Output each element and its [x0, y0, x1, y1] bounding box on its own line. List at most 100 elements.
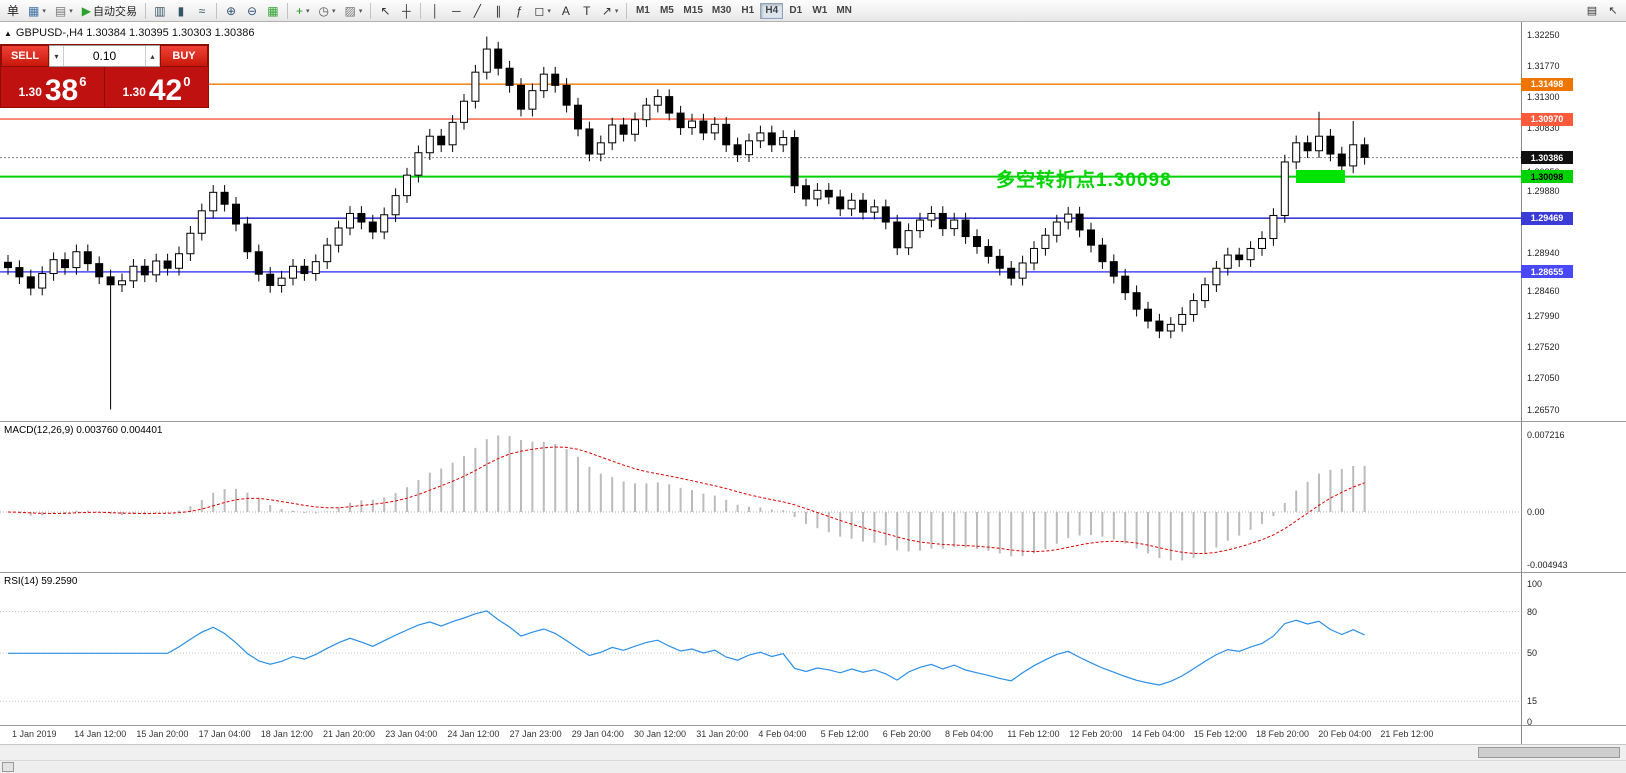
candlestick-chart-icon[interactable]: ▮ — [177, 3, 185, 18]
zoom-in-icon[interactable]: ⊕ — [225, 3, 236, 18]
time-axis-label: 17 Jan 04:00 — [198, 729, 251, 739]
timeframe-m5[interactable]: M5 — [659, 5, 674, 16]
new-chart-icon[interactable]: ▦ ▾ — [28, 3, 46, 18]
autotrading-button[interactable]: ▶ 自动交易 — [81, 3, 137, 18]
timeframe-m15[interactable]: M15 — [683, 5, 703, 16]
panel-separator[interactable] — [0, 421, 1626, 422]
symbol-title: ▲ GBPUSD-,H4 1.30384 1.30395 1.30303 1.3… — [4, 27, 254, 39]
rsi-axis-label: 15 — [1527, 696, 1538, 707]
price-axis-label: 1.28460 — [1527, 285, 1560, 296]
price-axis-label: 1.27050 — [1527, 372, 1560, 383]
timeframe-h4[interactable]: H4 — [760, 2, 784, 19]
macd-label: MACD(12,26,9) 0.003760 0.004401 — [4, 425, 163, 436]
sell-price-sup: 6 — [79, 74, 87, 89]
arrows-icon[interactable]: ↗ ▾ — [601, 3, 619, 18]
cursor-icon[interactable]: ↖ — [380, 3, 391, 18]
price-divider — [104, 67, 105, 107]
timeframe-h1[interactable]: H1 — [741, 5, 755, 16]
time-axis-label: 6 Feb 20:00 — [882, 729, 931, 739]
horizontal-scrollbar[interactable] — [0, 744, 1626, 760]
collapse-arrow-icon[interactable]: ▲ — [4, 28, 12, 38]
bar-chart-icon[interactable]: ▥ — [154, 3, 166, 18]
timeframe-w1[interactable]: W1 — [812, 5, 828, 16]
buy-price-display[interactable]: 1.30 42 0 — [105, 67, 208, 107]
trendline-icon[interactable]: ╱ — [473, 3, 481, 18]
timeframe-m1[interactable]: M1 — [635, 5, 650, 16]
sell-price-big: 38 — [44, 73, 79, 107]
line-chart-icon[interactable]: ≈ — [198, 3, 206, 18]
price-axis-label: 1.29880 — [1527, 186, 1560, 196]
buy-button[interactable]: BUY — [160, 45, 208, 67]
volume-up-icon[interactable]: ▴ — [145, 46, 160, 66]
rsi-label: RSI(14) 59.2590 — [4, 576, 78, 587]
symbol-ohlc-text: GBPUSD-,H4 1.30384 1.30395 1.30303 1.303… — [15, 27, 255, 39]
chart-plot[interactable] — [0, 22, 1521, 745]
text-label-icon[interactable]: A — [561, 3, 570, 18]
mouse-pointer-icon[interactable]: ↖ — [1608, 5, 1618, 17]
tile-windows-icon[interactable]: ▦ — [267, 3, 279, 18]
time-axis-label: 15 Feb 12:00 — [1193, 729, 1247, 739]
rsi-axis-label: 100 — [1527, 579, 1543, 589]
one-click-trading-panel: SELL ▾ 0.10 ▴ BUY 1.30 38 6 1.30 42 0 — [0, 44, 209, 108]
time-axis-label: 27 Jan 23:00 — [509, 729, 562, 739]
volume-down-icon[interactable]: ▾ — [49, 46, 64, 66]
zoom-out-icon[interactable]: ⊖ — [246, 3, 257, 18]
data-window-icon[interactable]: ▤ — [1586, 5, 1598, 17]
turning-point-annotation[interactable]: 多空转折点1.30098 — [996, 170, 1172, 191]
horizontal-line-icon[interactable]: ─ — [452, 3, 461, 18]
rsi-axis-label: 50 — [1527, 648, 1538, 658]
panel-separator — [0, 725, 1626, 726]
price-tag: 1.29469 — [1521, 211, 1573, 225]
price-axis-label: 1.26570 — [1527, 404, 1560, 415]
time-axis-label: 21 Jan 20:00 — [323, 729, 376, 739]
timeframe-d1[interactable]: D1 — [789, 5, 803, 16]
status-bar — [0, 760, 1626, 773]
crosshair-icon[interactable]: ┼ — [402, 3, 411, 18]
price-tag: 1.28655 — [1521, 265, 1573, 279]
buy-price-small: 1.30 — [122, 85, 146, 99]
time-axis-label: 31 Jan 20:00 — [696, 729, 749, 739]
indicators-icon[interactable]: + ▾ — [295, 3, 310, 18]
scrollbar-thumb[interactable] — [1478, 747, 1620, 758]
time-axis-label: 20 Feb 04:00 — [1318, 729, 1372, 739]
time-axis[interactable]: 1 Jan 2019 14 Jan 12:00 15 Jan 20:00 17 Jan… — [0, 726, 1521, 743]
time-axis-label: 1 Jan 2019 — [12, 729, 57, 739]
time-axis-label: 18 Jan 12:00 — [260, 729, 313, 739]
time-axis-label: 8 Feb 04:00 — [945, 729, 994, 739]
highlight-box[interactable] — [1296, 170, 1345, 183]
sell-price-display[interactable]: 1.30 38 6 — [1, 67, 104, 107]
profiles-icon[interactable]: ▤ ▾ — [54, 3, 73, 18]
toolbar-separator — [626, 2, 628, 19]
sell-button[interactable]: SELL — [1, 45, 49, 67]
panel-separator[interactable] — [0, 572, 1626, 573]
time-axis-label: 29 Jan 04:00 — [571, 729, 624, 739]
shapes-icon[interactable]: ◻ ▾ — [534, 3, 551, 18]
timeframe-m30[interactable]: M30 — [711, 5, 732, 16]
rsi-axis-label: 80 — [1527, 606, 1538, 617]
rsi-axis-label: 0 — [1527, 717, 1533, 727]
macd-axis-label: 0.007216 — [1527, 429, 1565, 440]
volume-stepper[interactable]: ▾ 0.10 ▴ — [49, 45, 160, 67]
price-axis-label: 1.27990 — [1527, 310, 1560, 321]
price-axis-label: 1.28940 — [1527, 248, 1560, 259]
quick-nav-box[interactable] — [2, 762, 14, 772]
time-axis-label: 24 Jan 12:00 — [447, 729, 500, 739]
channel-icon[interactable]: ∥ — [495, 3, 502, 18]
vertical-line-icon[interactable]: │ — [431, 3, 440, 18]
price-tag: 1.30386 — [1521, 151, 1573, 165]
new-order-button[interactable]: 单 — [7, 3, 20, 18]
time-axis-label: 21 Feb 12:00 — [1380, 729, 1434, 739]
buy-price-sup: 0 — [183, 74, 191, 89]
price-axis-label: 1.27520 — [1527, 341, 1560, 352]
price-tag: 1.31498 — [1521, 77, 1573, 91]
periods-icon[interactable]: ◷ ▾ — [318, 3, 336, 18]
toolbar-separator — [286, 2, 288, 19]
timeframe-mn[interactable]: MN — [836, 5, 852, 16]
fibonacci-icon[interactable]: ƒ — [516, 3, 523, 18]
text-box-icon[interactable]: T — [583, 3, 591, 18]
volume-value[interactable]: 0.10 — [92, 49, 117, 63]
price-tag: 1.30098 — [1521, 170, 1573, 184]
time-axis-label: 4 Feb 04:00 — [758, 729, 807, 739]
templates-icon[interactable]: ▨ ▾ — [344, 3, 363, 18]
